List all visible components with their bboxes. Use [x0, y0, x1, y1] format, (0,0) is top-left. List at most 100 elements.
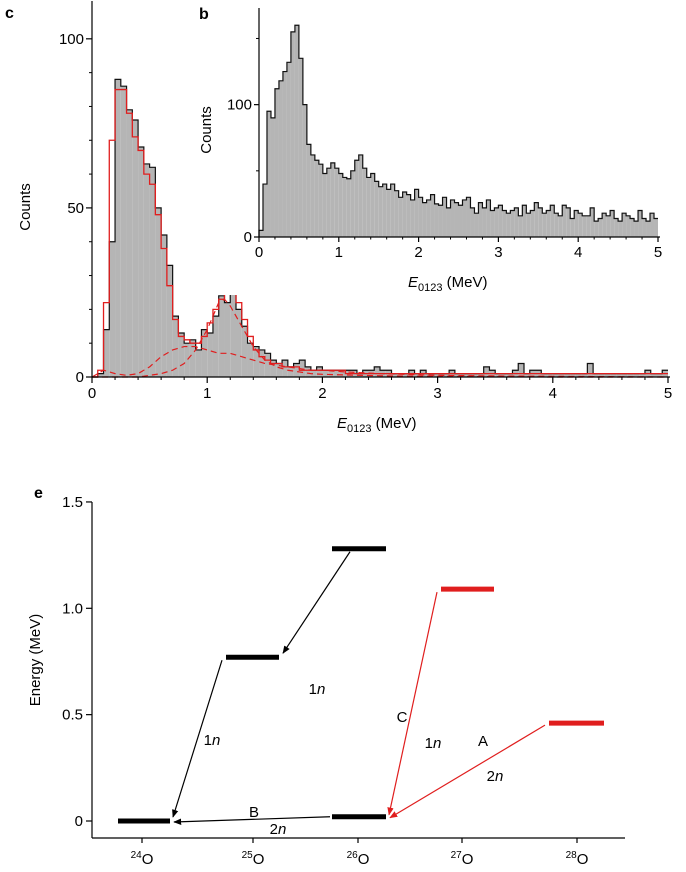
panel-c-xlabel-main: E: [337, 415, 348, 432]
panel-b-bar: [514, 207, 519, 237]
panel-c-bar: [639, 373, 645, 377]
panel-c-bar: [581, 373, 588, 377]
panel-b-bar: [410, 199, 415, 237]
panel-b-bar: [366, 177, 371, 237]
panel-c-bar: [558, 373, 565, 377]
panel-c-bar: [149, 167, 156, 377]
panel-b-bar: [638, 210, 643, 237]
panel-c-bar: [495, 373, 501, 377]
panel-e-transition-label: C: [397, 709, 408, 726]
panel-b-bar: [490, 210, 495, 237]
panel-b-y-axis-label: Counts: [198, 106, 215, 154]
panel-b-bar: [526, 213, 531, 237]
panel-c-x-tick-label: 3: [433, 385, 441, 402]
panel-b-bar: [418, 197, 423, 237]
panel-b-bar: [262, 184, 267, 237]
panel-c-bar: [454, 373, 461, 377]
panel-e-isotope-element: O: [253, 851, 265, 868]
panel-b-bar: [590, 207, 595, 237]
panel-e-transition-arrow: [173, 816, 331, 825]
panel-c-bar: [397, 373, 404, 377]
panel-b-bar: [550, 205, 555, 237]
panel-c-bar: [431, 373, 438, 377]
panel-c-bar: [524, 373, 530, 377]
panel-b-y-tick-label: 100: [227, 97, 252, 114]
panel-b-bar: [426, 199, 431, 237]
panel-c-bar: [207, 333, 213, 377]
panel-b-bar: [534, 202, 539, 237]
panel-b-bar: [646, 221, 651, 237]
panel-b-bar: [326, 168, 331, 237]
panel-b-bar: [454, 202, 459, 237]
panel-e-isotope-element: O: [142, 851, 154, 868]
panel-c-bar: [293, 363, 300, 377]
panel-b-bars: [258, 24, 658, 238]
panel-b-bar: [494, 207, 499, 237]
panel-c-bar: [161, 234, 167, 377]
panel-b-bar: [386, 189, 391, 237]
panel-c-bar: [97, 373, 104, 377]
panel-b-bar: [610, 210, 615, 237]
panel-b-bar: [334, 168, 339, 237]
panel-e-isotope-label: 26O: [347, 850, 370, 868]
panel-b-bar: [346, 178, 351, 237]
panel-c-fits: [91, 88, 669, 378]
panel-b-bar: [518, 215, 523, 237]
panel-c-y-axis-label: Counts: [17, 183, 34, 231]
panel-b-bar: [310, 154, 315, 237]
panel-b-bar: [398, 197, 403, 237]
panel-c-bar: [132, 119, 139, 378]
panel-e-transition-arrow: [387, 592, 438, 816]
panel-b-bar: [506, 213, 511, 237]
panel-e-y-tick-label: 0.5: [62, 707, 83, 724]
panel-b-bar: [598, 218, 603, 237]
panel-c-bar: [328, 370, 334, 377]
panel-b-bar: [314, 160, 319, 237]
panel-b-bar: [442, 197, 447, 237]
panel-c-bar: [593, 373, 599, 377]
panel-b-bar: [270, 117, 275, 237]
panel-e-emission-particle: n: [317, 681, 325, 698]
panel-c-bar: [483, 366, 490, 377]
panel-b-x-tick-label: 2: [414, 244, 422, 261]
panel-b-y-tick-label: 0: [244, 229, 252, 246]
panel-b-axes: 0 1 2 3 4 5 0 100: [227, 8, 662, 261]
panel-c-bar: [374, 366, 380, 377]
panel-c-bar: [604, 373, 611, 377]
panel-b-bar: [259, 230, 263, 237]
panel-c-bar: [282, 360, 288, 377]
panel-b-bar: [434, 203, 439, 237]
panel-e-emission-count: 1: [425, 735, 433, 752]
panel-e-isotope-mass: 26: [347, 850, 359, 861]
panel-b-bar: [430, 194, 435, 237]
panel-b-outline: [258, 24, 658, 237]
panel-c-bar: [305, 366, 311, 377]
panel-c-bar: [103, 329, 110, 377]
panel-c-bar: [287, 366, 294, 377]
panel-b-bar: [654, 218, 658, 237]
panel-b-bar: [318, 164, 323, 237]
panel-c-bar: [184, 343, 190, 377]
panel-b-bar: [558, 215, 563, 237]
panel-c-bar: [189, 339, 196, 377]
panel-c-bar: [120, 86, 127, 377]
panel-b-xlabel-unit: (MeV): [443, 274, 488, 291]
panel-c-y-tick-label: 100: [59, 31, 84, 48]
panel-c-bar: [547, 373, 553, 377]
panel-e-emission-count: 2: [487, 768, 495, 785]
panel-c-bar: [253, 346, 260, 377]
panel-c-bar: [172, 316, 179, 377]
panel-b-bar: [402, 192, 407, 237]
panel-c-bar: [472, 373, 478, 377]
panel-b-bar: [566, 207, 571, 237]
panel-b-bar: [606, 215, 611, 237]
panel-e-isotope-element: O: [462, 851, 474, 868]
panel-e-isotope-mass: 24: [131, 850, 143, 861]
panel-b-bar: [378, 186, 383, 237]
panel-c-bar: [616, 373, 622, 377]
panel-c-x-tick-label: 1: [203, 385, 211, 402]
panel-e-isotope-mass: 28: [566, 850, 578, 861]
panel-b-bar: [630, 218, 635, 237]
